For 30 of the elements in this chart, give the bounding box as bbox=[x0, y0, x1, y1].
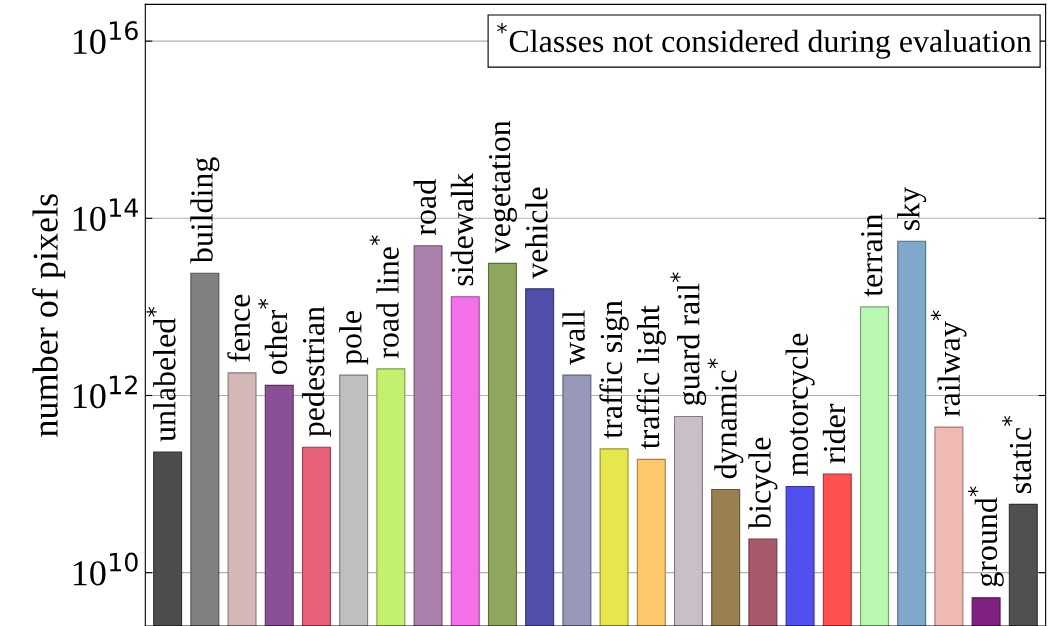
x-tick-label: pole bbox=[339, 311, 369, 365]
x-tick-label: rider bbox=[822, 403, 846, 464]
x-tick-label: railway$^{*}$ bbox=[930, 310, 967, 417]
y-tick-label: 10$^{12}$ bbox=[73, 375, 137, 409]
x-tick-label: sky bbox=[897, 186, 927, 230]
x-tick-label: building bbox=[190, 157, 220, 264]
y-tick-label: 10$^{16}$ bbox=[73, 21, 138, 54]
x-tick-label: bicycle bbox=[748, 437, 778, 529]
x-tick-label: sidewalk bbox=[450, 173, 474, 286]
x-tick-label: pedestrian bbox=[301, 306, 331, 437]
x-tick-label: fence bbox=[227, 294, 251, 362]
x-tick-label: wall bbox=[562, 310, 585, 365]
y-tick-label: 10$^{14}$ bbox=[73, 198, 138, 232]
x-tick-label: ground$^{*}$ bbox=[968, 486, 1004, 587]
y-tick-label: 10$^{10}$ bbox=[73, 552, 138, 586]
annotation: $^{*}$Classes not considered during evaluation bbox=[497, 23, 1032, 59]
x-tick-label: dynamic$^{*}$ bbox=[707, 358, 744, 479]
x-tick-label: guard rail$^{*}$ bbox=[670, 272, 707, 405]
x-tick-label: road line$^{*}$ bbox=[369, 235, 399, 359]
x-tick-label: terrain bbox=[861, 213, 883, 297]
x-tick-label: vehicle bbox=[525, 187, 548, 279]
x-tick-label: other$^{*}$ bbox=[258, 298, 288, 375]
x-tick-label: traffic sign bbox=[599, 300, 629, 439]
x-tick-label: motorcycle bbox=[785, 333, 815, 476]
x-tick-label: static$^{*}$ bbox=[1002, 416, 1032, 493]
x-tick-label: road bbox=[413, 179, 437, 236]
x-tick-label: vegetation bbox=[488, 120, 517, 254]
x-tick-label: unlabeled$^{*}$ bbox=[146, 306, 176, 442]
y-axis-title: number of pixels bbox=[32, 194, 66, 437]
x-tick-label: traffic light bbox=[636, 305, 666, 449]
